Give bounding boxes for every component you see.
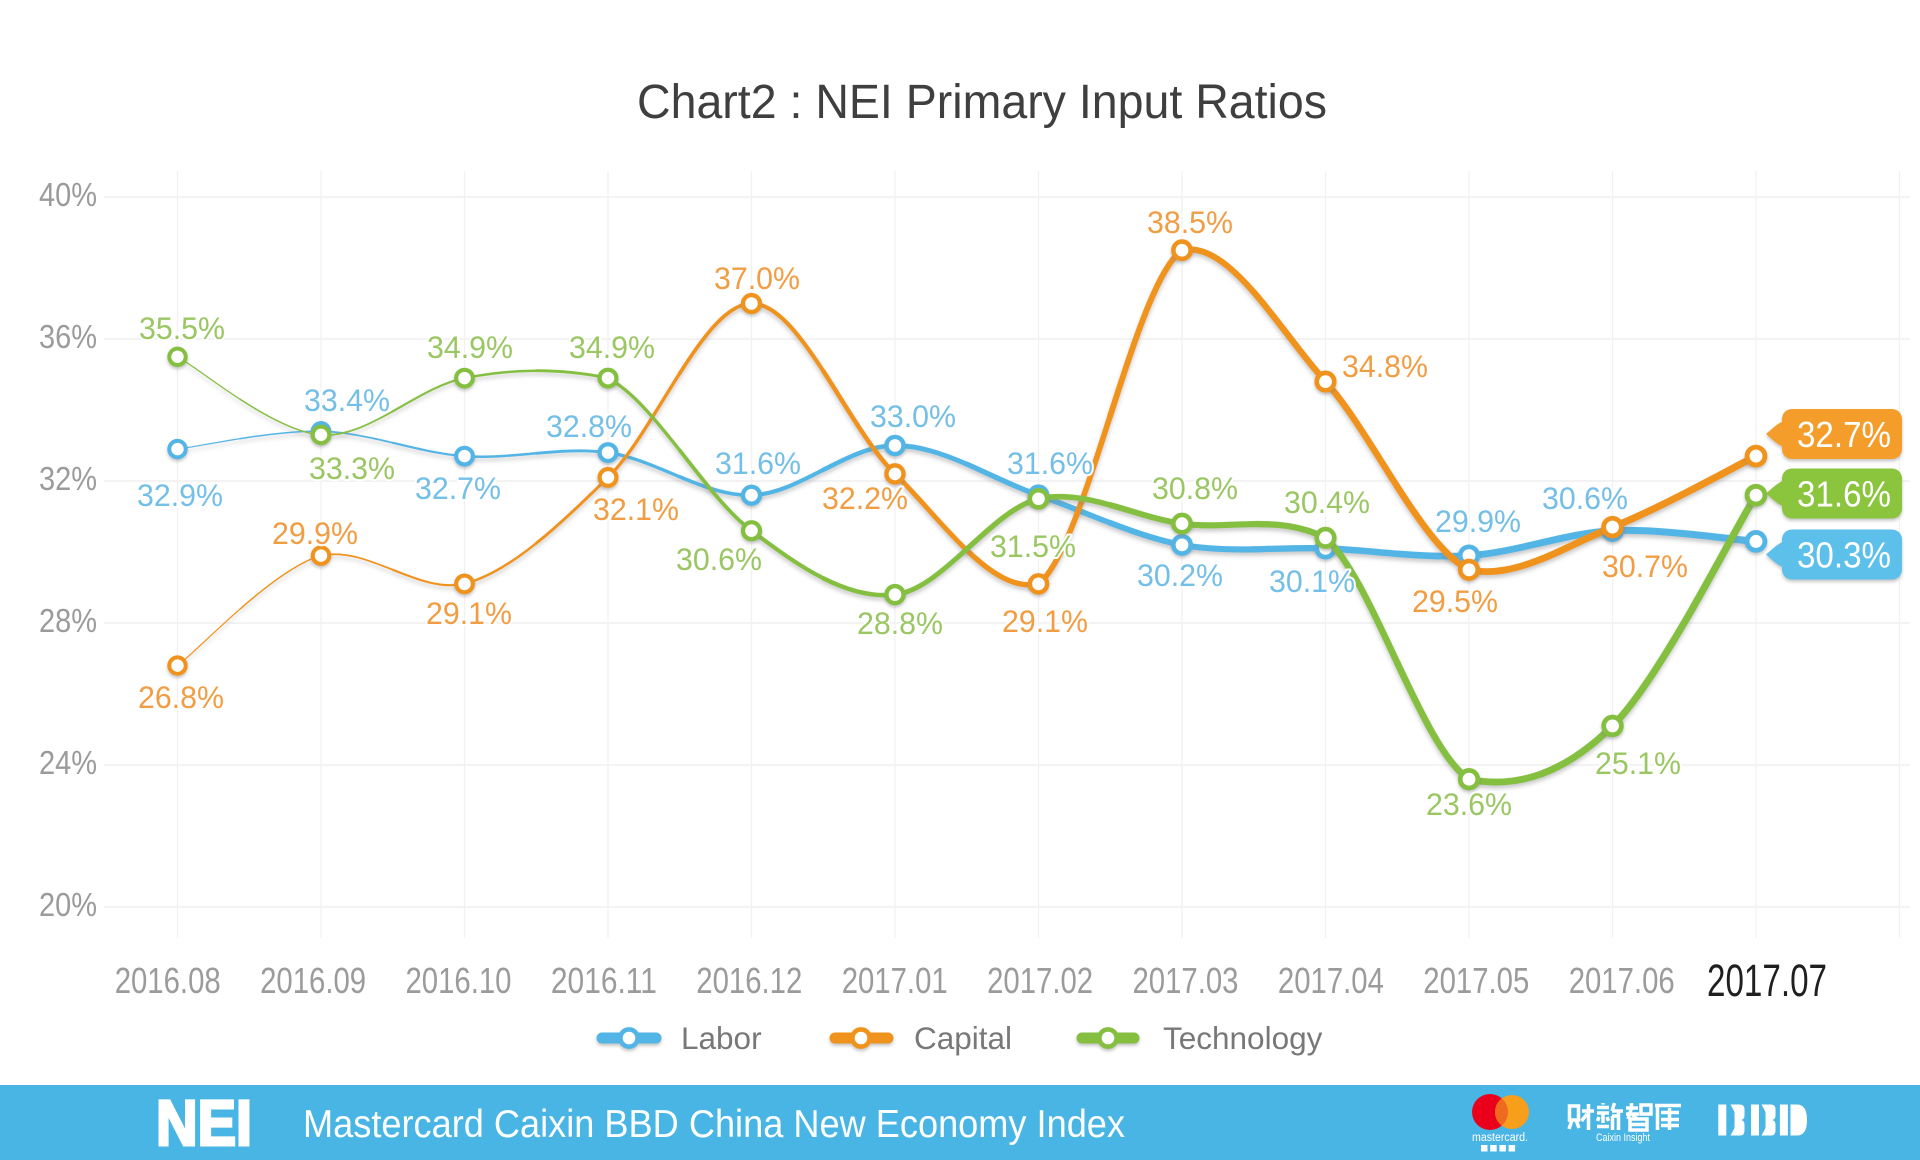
svg-text:2017.06: 2017.06	[1569, 960, 1675, 1001]
svg-text:32.8%: 32.8%	[546, 408, 632, 444]
svg-text:32.2%: 32.2%	[822, 480, 908, 516]
svg-text:2016.08: 2016.08	[115, 960, 221, 1001]
svg-text:33.3%: 33.3%	[309, 450, 395, 486]
svg-text:2017.07: 2017.07	[1707, 955, 1827, 1006]
svg-text:37.0%: 37.0%	[714, 260, 800, 296]
svg-text:30.6%: 30.6%	[676, 541, 762, 577]
svg-text:30.4%: 30.4%	[1284, 484, 1370, 520]
svg-text:2017.03: 2017.03	[1133, 960, 1239, 1001]
svg-text:Technology: Technology	[1163, 1020, 1323, 1056]
svg-text:31.6%: 31.6%	[1797, 474, 1891, 515]
svg-text:25.1%: 25.1%	[1595, 745, 1681, 781]
svg-text:33.4%: 33.4%	[304, 382, 390, 418]
svg-text:32.7%: 32.7%	[1797, 414, 1891, 455]
svg-text:32.9%: 32.9%	[137, 477, 223, 513]
svg-text:36%: 36%	[39, 318, 97, 355]
svg-text:Chart2 : NEI Primary Input Rat: Chart2 : NEI Primary Input Ratios	[637, 76, 1327, 129]
svg-text:28%: 28%	[39, 602, 97, 639]
svg-text:29.1%: 29.1%	[1002, 603, 1088, 639]
svg-text:35.5%: 35.5%	[139, 310, 225, 346]
svg-text:32.1%: 32.1%	[593, 491, 679, 527]
svg-text:30.3%: 30.3%	[1797, 535, 1891, 576]
svg-text:31.6%: 31.6%	[715, 445, 801, 481]
svg-text:29.1%: 29.1%	[426, 595, 512, 631]
svg-text:2017.04: 2017.04	[1278, 960, 1384, 1001]
svg-text:30.6%: 30.6%	[1542, 480, 1628, 516]
svg-text:34.9%: 34.9%	[427, 329, 513, 365]
svg-text:29.9%: 29.9%	[272, 515, 358, 551]
svg-text:2016.10: 2016.10	[406, 960, 512, 1001]
svg-text:2016.09: 2016.09	[260, 960, 366, 1001]
svg-text:Labor: Labor	[681, 1020, 762, 1056]
svg-text:30.7%: 30.7%	[1602, 548, 1688, 584]
svg-text:33.0%: 33.0%	[870, 398, 956, 434]
svg-text:26.8%: 26.8%	[138, 679, 224, 715]
svg-text:32.7%: 32.7%	[415, 470, 501, 506]
svg-text:28.8%: 28.8%	[857, 605, 943, 641]
svg-text:34.8%: 34.8%	[1342, 348, 1428, 384]
svg-text:29.9%: 29.9%	[1435, 503, 1521, 539]
svg-text:Caixin Insight: Caixin Insight	[1596, 1132, 1650, 1144]
svg-text:2017.01: 2017.01	[842, 960, 948, 1001]
svg-text:23.6%: 23.6%	[1426, 786, 1512, 822]
svg-text:34.9%: 34.9%	[569, 329, 655, 365]
svg-text:mastercard.: mastercard.	[1472, 1132, 1528, 1144]
svg-text:30.8%: 30.8%	[1152, 470, 1238, 506]
svg-text:Mastercard Caixin BBD China Ne: Mastercard Caixin BBD China New Economy …	[303, 1103, 1125, 1146]
svg-text:24%: 24%	[39, 744, 97, 781]
svg-text:38.5%: 38.5%	[1147, 204, 1233, 240]
svg-text:40%: 40%	[39, 176, 97, 213]
svg-text:31.5%: 31.5%	[990, 528, 1076, 564]
svg-text:31.6%: 31.6%	[1007, 445, 1093, 481]
svg-text:2016.12: 2016.12	[696, 960, 802, 1001]
svg-text:32%: 32%	[39, 460, 97, 497]
svg-text:20%: 20%	[39, 886, 97, 923]
svg-text:30.1%: 30.1%	[1269, 563, 1355, 599]
svg-text:30.2%: 30.2%	[1137, 557, 1223, 593]
svg-text:2016.11: 2016.11	[551, 960, 657, 1001]
svg-text:NEI: NEI	[156, 1087, 252, 1159]
svg-text:2017.05: 2017.05	[1423, 960, 1529, 1001]
svg-text:29.5%: 29.5%	[1412, 583, 1498, 619]
svg-text:2017.02: 2017.02	[987, 960, 1093, 1001]
svg-text:Capital: Capital	[914, 1020, 1012, 1056]
